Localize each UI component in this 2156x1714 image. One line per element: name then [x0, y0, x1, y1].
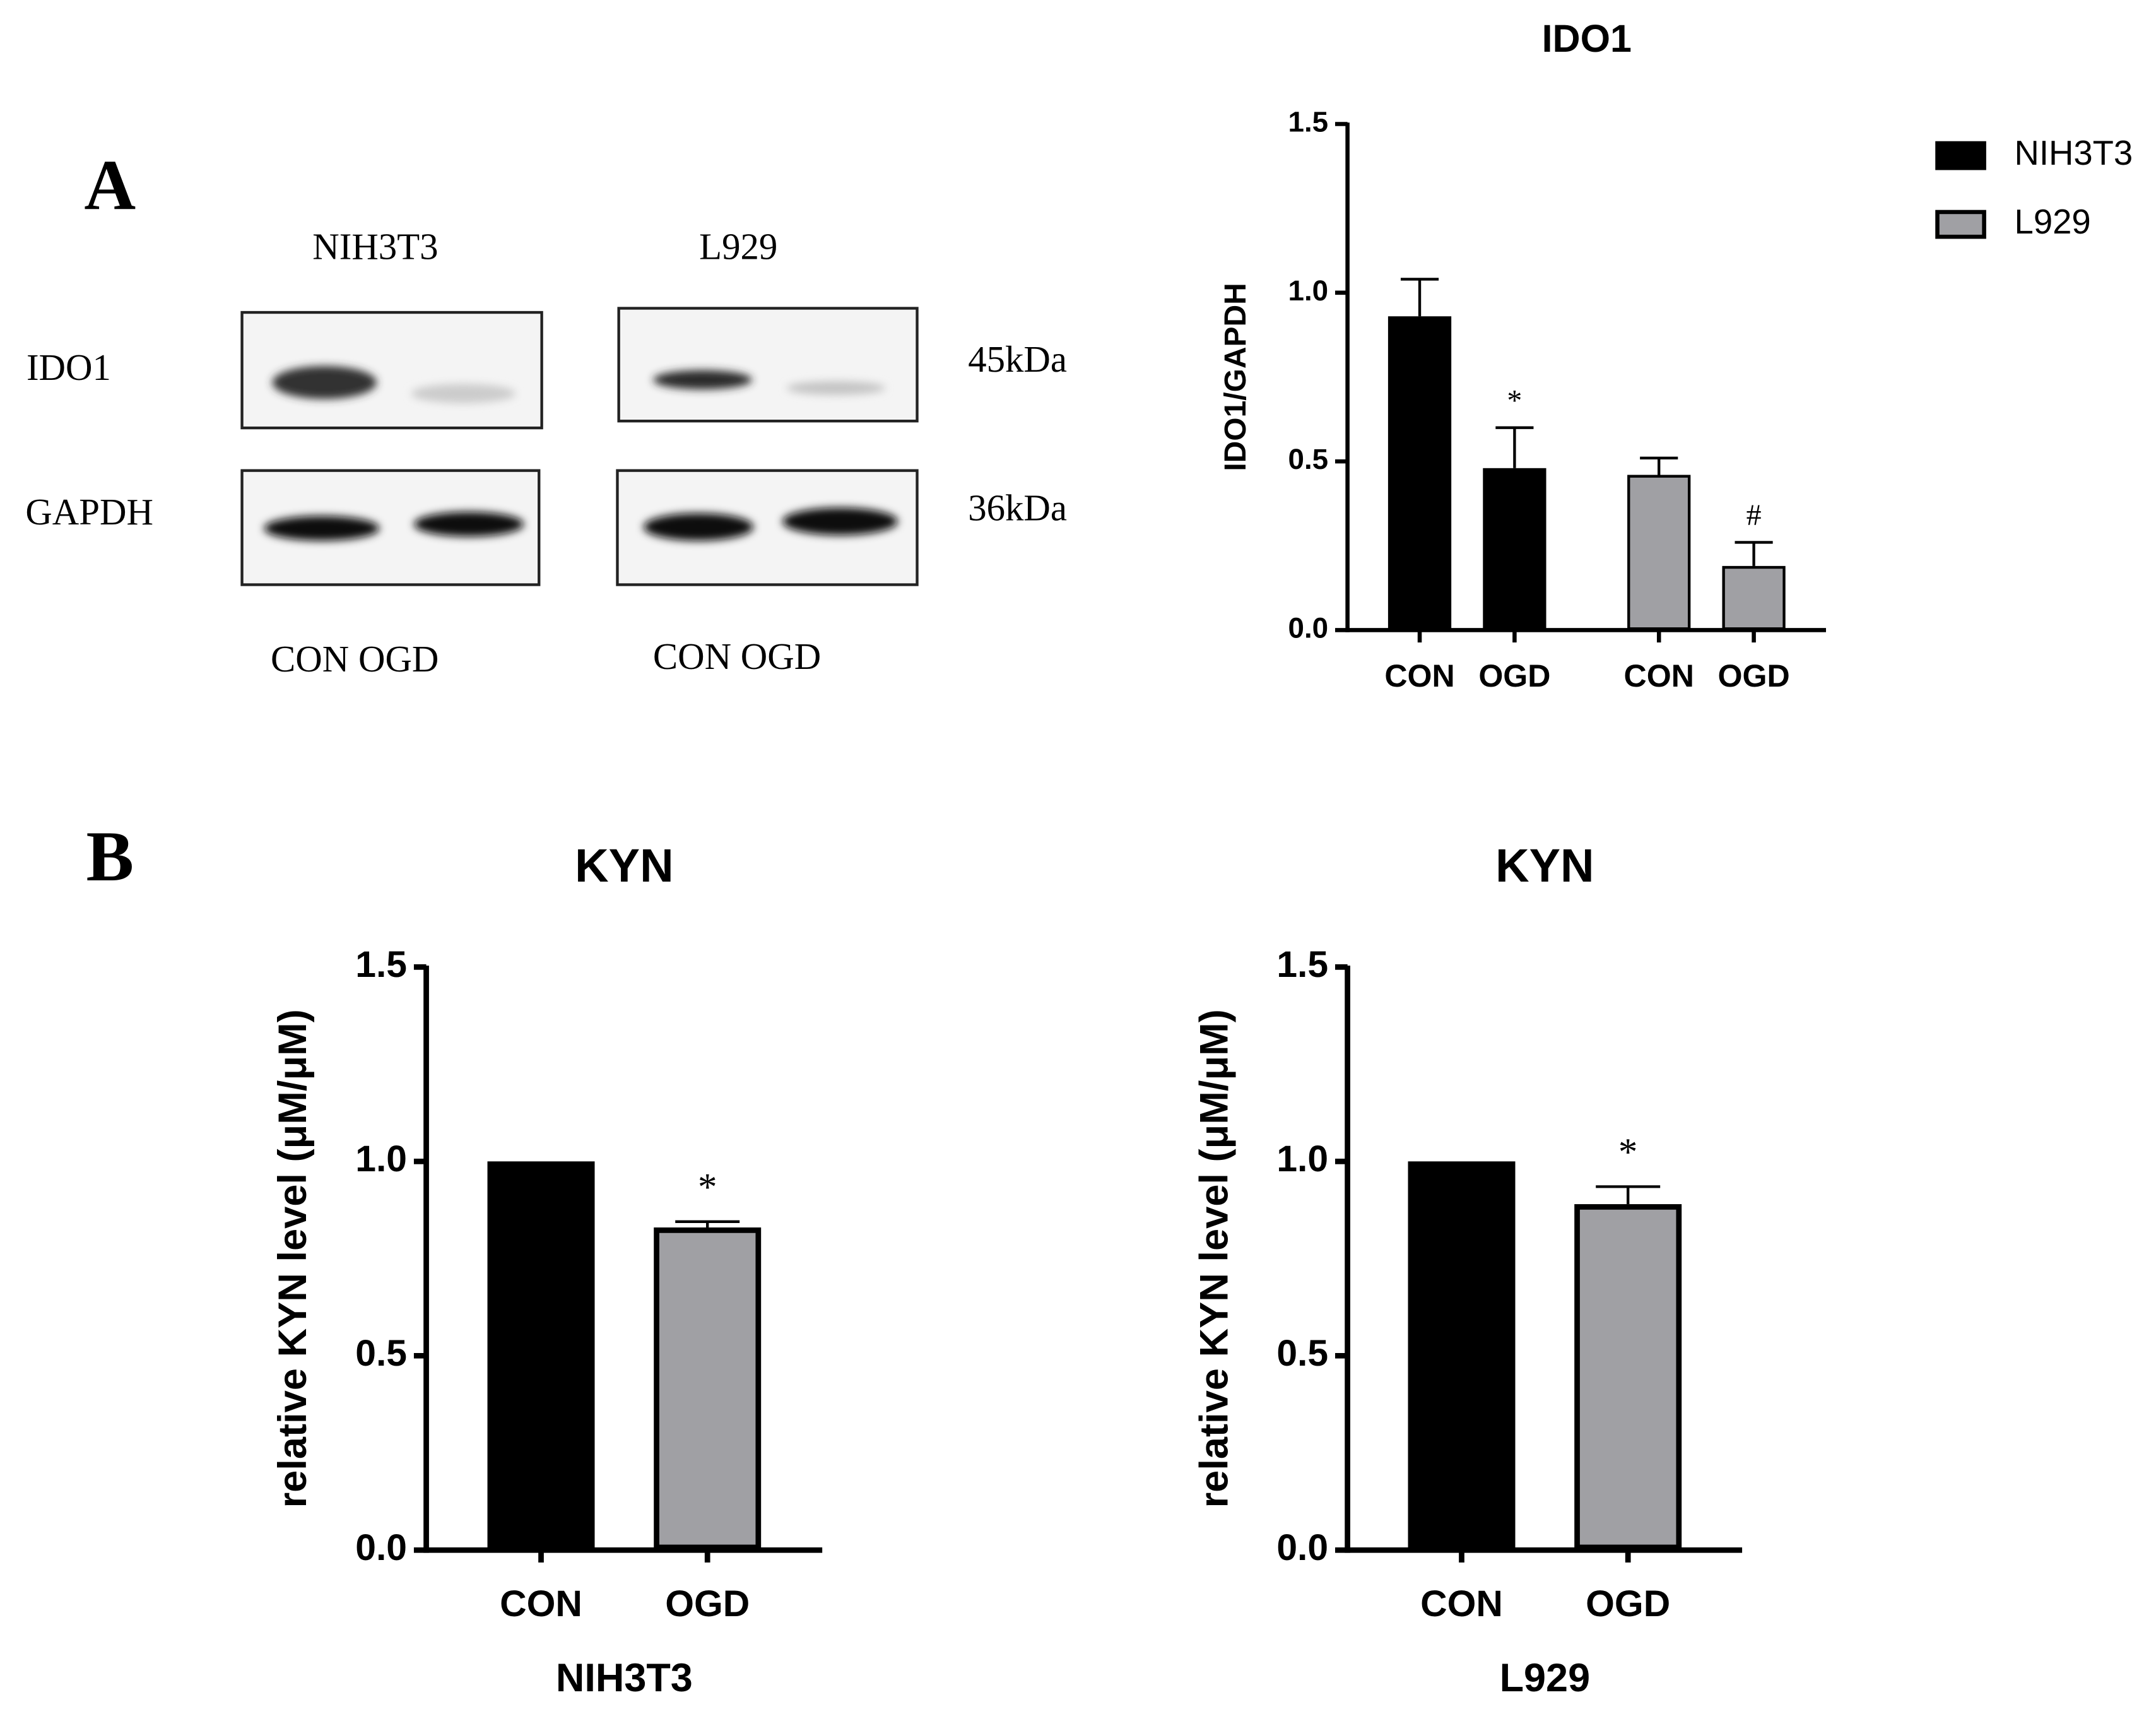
y-tick-label: 0.0	[355, 1527, 407, 1568]
error-bar	[1735, 541, 1773, 566]
y-tick-label: 1.0	[355, 1138, 407, 1179]
chart: IDO1 IDO1/GAPDH 0.0 0.5 1.0 1.5 CON OGD * NIH3T3 C…	[1219, 17, 2133, 694]
x-tick-label: CON	[1624, 658, 1694, 694]
y-tick-label: 1.0	[1276, 1138, 1328, 1179]
annotation: *	[698, 1166, 717, 1209]
bar	[1722, 565, 1786, 630]
error-bar	[1495, 426, 1534, 468]
lane-header: NIH3T3	[312, 226, 438, 267]
size-label: 45kDa	[968, 339, 1067, 380]
y-tick-label: 0.5	[1276, 1333, 1328, 1374]
y-tick-label: 1.5	[355, 944, 407, 985]
legend-swatch	[1935, 210, 1986, 239]
band	[413, 512, 524, 537]
panel-label: A	[84, 145, 136, 225]
y-tick-label: 1.5	[1288, 106, 1329, 138]
lane-label: CON OGD	[271, 639, 439, 680]
x-tick-label: CON	[1384, 658, 1454, 694]
x-tick-label: OGD	[1478, 658, 1550, 694]
chart: KYN relative KYN level (μM/μM) L929 0.0 0.5 1…	[1192, 839, 1743, 1700]
y-tick-label: 1.5	[1276, 944, 1328, 985]
error-bar	[675, 1220, 740, 1228]
y-tick-label: 1.0	[1288, 275, 1329, 307]
bar	[654, 1227, 762, 1551]
bar	[1627, 475, 1691, 630]
band	[264, 516, 380, 541]
chart-title: IDO1	[1542, 17, 1632, 60]
bar	[1483, 468, 1546, 630]
legend-swatch	[1935, 141, 1986, 170]
error-bar	[1640, 456, 1678, 475]
blot-box	[240, 310, 543, 430]
panel-label: B	[86, 817, 134, 896]
band	[653, 370, 753, 390]
x-tick-label: OGD	[1586, 1583, 1670, 1624]
western-blot: NIH3T3 L929 IDO1 GAPDH 45kDa 36kDa CON O…	[25, 226, 1067, 680]
annotation: *	[1507, 384, 1522, 417]
x-tick-label: OGD	[665, 1583, 750, 1624]
blot-box	[617, 307, 919, 423]
x-tick-label: OGD	[1718, 658, 1790, 694]
chart-title: KYN	[575, 839, 673, 892]
band	[272, 366, 377, 399]
y-axis-label: IDO1/GAPDH	[1219, 283, 1252, 471]
x-axis-label: NIH3T3	[556, 1656, 693, 1700]
lane-header: L929	[699, 226, 777, 267]
annotation: #	[1747, 499, 1762, 532]
protein-label: GAPDH	[25, 492, 153, 533]
protein-label: IDO1	[27, 347, 111, 388]
band	[643, 513, 754, 541]
y-axis-label: relative KYN level (μM/μM)	[271, 1009, 315, 1508]
size-label: 36kDa	[968, 488, 1067, 529]
error-bar	[1596, 1185, 1661, 1205]
band	[782, 507, 898, 536]
lane-label: CON OGD	[653, 636, 821, 677]
chart: KYN relative KYN level (μM/μM) NIH3T3 0.0 0.…	[271, 839, 823, 1700]
bar	[487, 1161, 595, 1551]
y-tick-label: 0.5	[355, 1333, 407, 1374]
legend-label: L929	[2015, 203, 2091, 241]
chart-title: KYN	[1495, 839, 1594, 892]
x-axis-label: L929	[1500, 1656, 1591, 1700]
band	[411, 384, 516, 403]
y-tick-label: 0.0	[1276, 1527, 1328, 1568]
bar	[1408, 1161, 1516, 1551]
x-tick-label: CON	[500, 1583, 582, 1624]
error-bar	[1400, 278, 1439, 317]
bar	[1574, 1204, 1682, 1551]
y-tick-label: 0.0	[1288, 612, 1329, 644]
x-tick-label: CON	[1420, 1583, 1503, 1624]
bar	[1387, 316, 1452, 630]
annotation: *	[1618, 1132, 1637, 1174]
band	[786, 381, 886, 395]
y-tick-label: 0.5	[1288, 443, 1329, 475]
y-axis-label: relative KYN level (μM/μM)	[1192, 1009, 1236, 1508]
legend-label: NIH3T3	[2015, 134, 2133, 172]
